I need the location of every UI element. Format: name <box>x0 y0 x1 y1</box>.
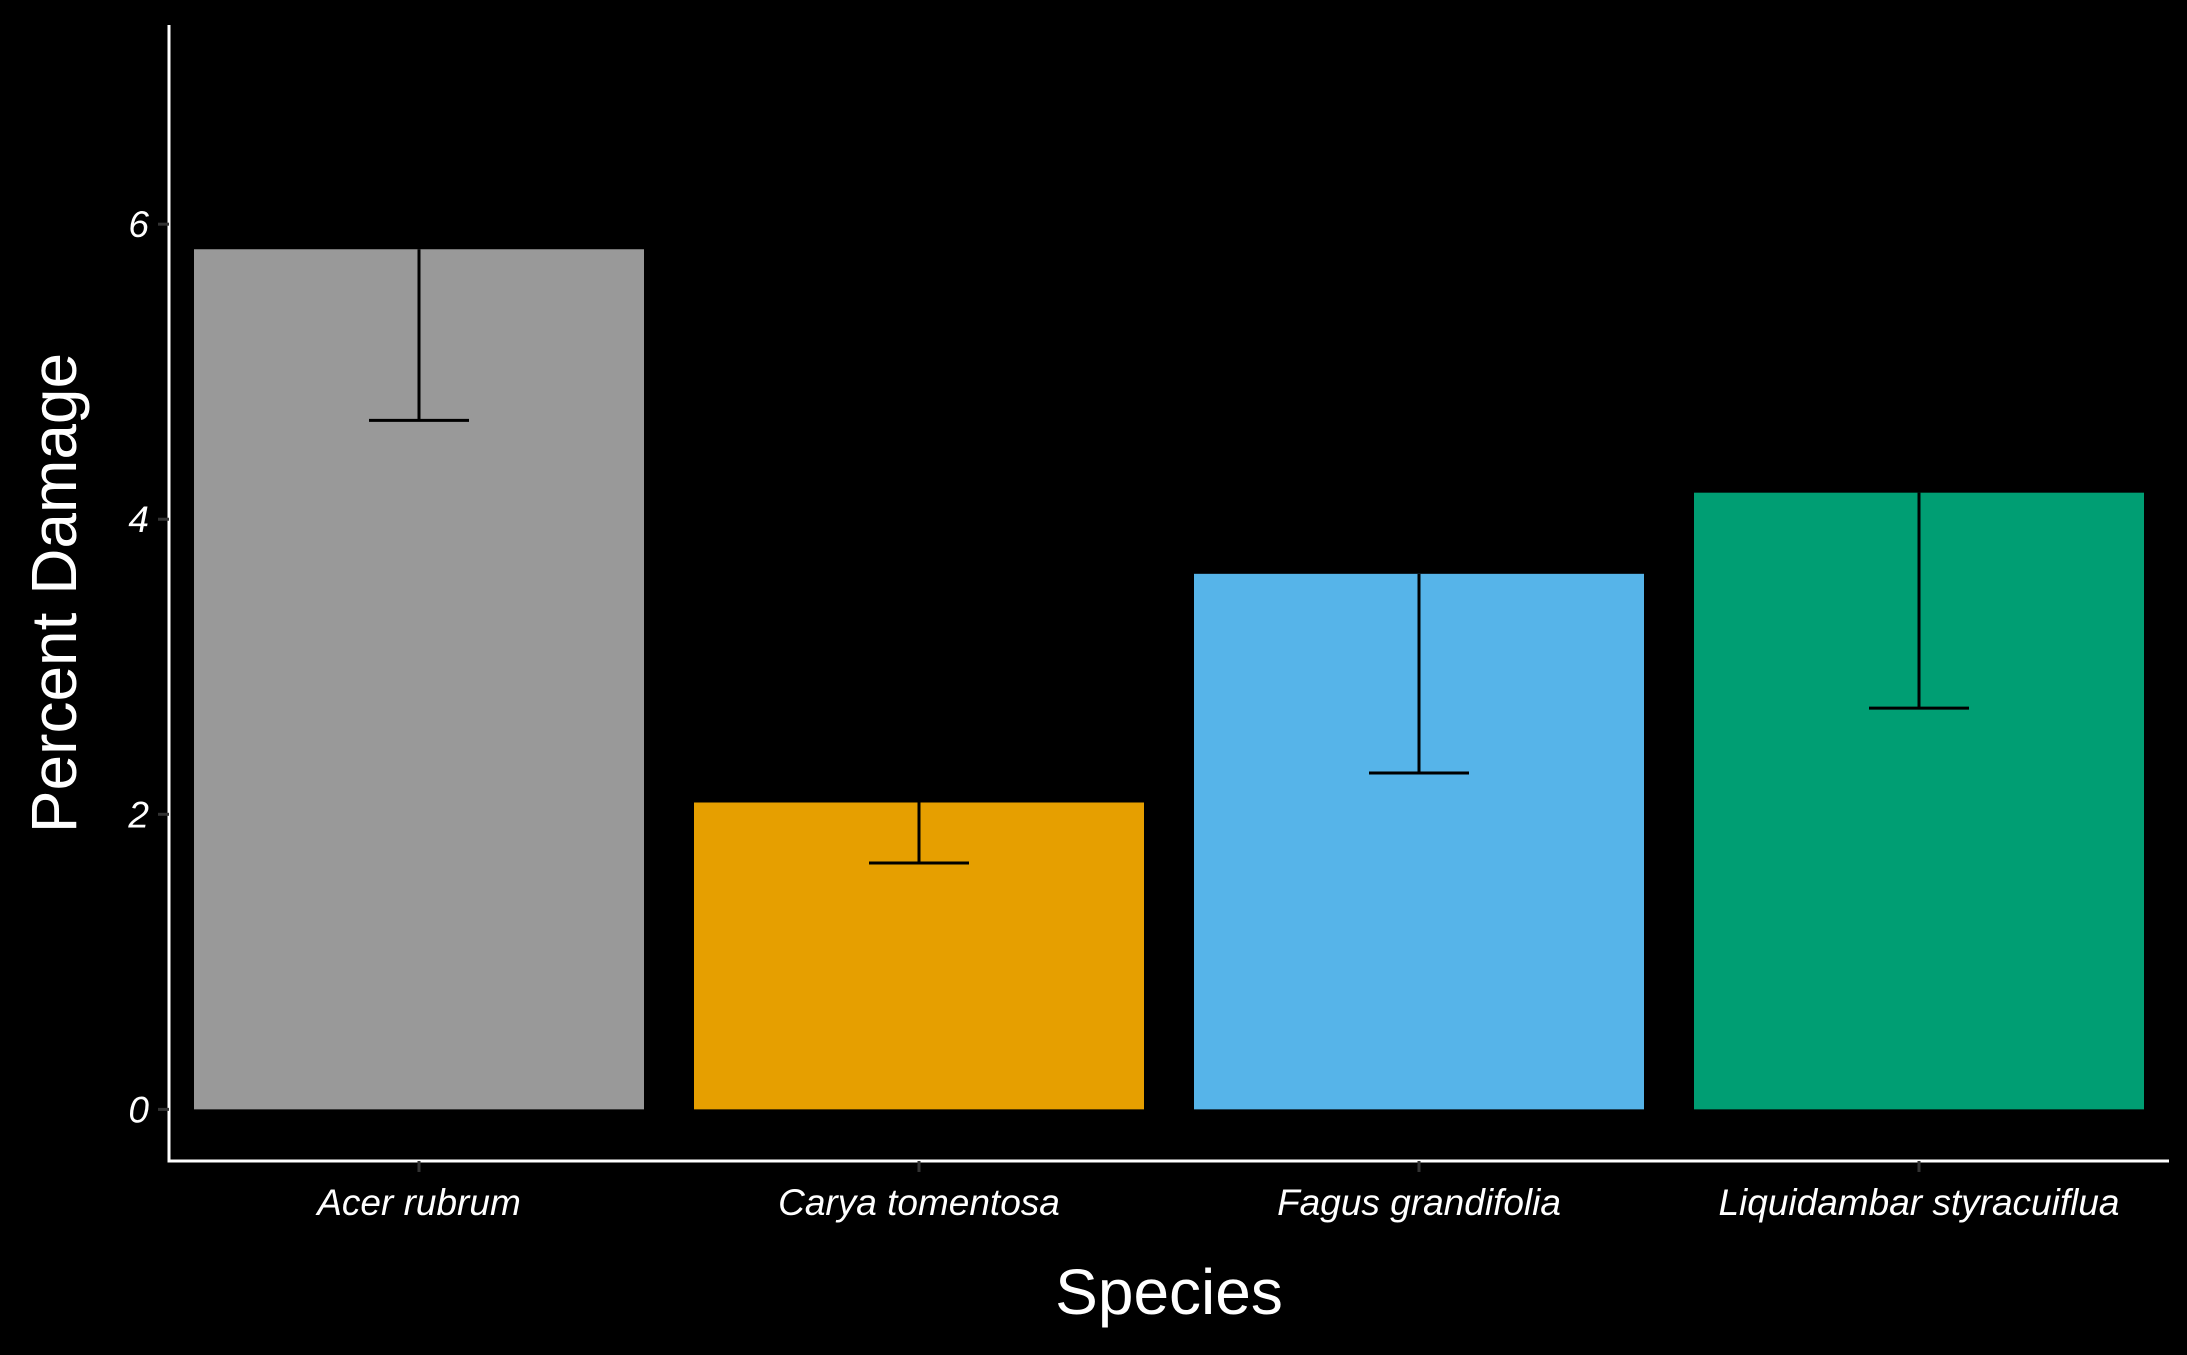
error-bar-3 <box>1869 492 1969 710</box>
error-bar-2 <box>1369 573 1469 775</box>
error-bar-0 <box>369 249 469 422</box>
x-tick-label: Liquidambar styracuiflua <box>1718 1182 2119 1223</box>
x-axis-title: Species <box>1055 1256 1283 1328</box>
x-tick-label: Acer rubrum <box>315 1182 521 1223</box>
x-tick-label: Fagus grandifolia <box>1277 1182 1561 1223</box>
y-axis-title: Percent Damage <box>18 353 90 833</box>
y-tick-label: 4 <box>128 499 149 540</box>
bars-layer <box>194 249 2144 1110</box>
y-ticks-layer: 0 2 4 6 <box>127 204 169 1130</box>
error-bars-layer <box>369 249 1969 865</box>
x-tick-label: Carya tomentosa <box>778 1182 1060 1223</box>
y-tick-label: 0 <box>128 1089 149 1130</box>
y-tick-label: 6 <box>128 204 149 245</box>
y-tick-label: 2 <box>127 794 149 835</box>
x-ticks-layer: Acer rubrum Carya tomentosa Fagus grandifo… <box>315 1161 2120 1223</box>
axes-layer <box>167 25 2169 1163</box>
error-bar-1 <box>869 802 969 865</box>
